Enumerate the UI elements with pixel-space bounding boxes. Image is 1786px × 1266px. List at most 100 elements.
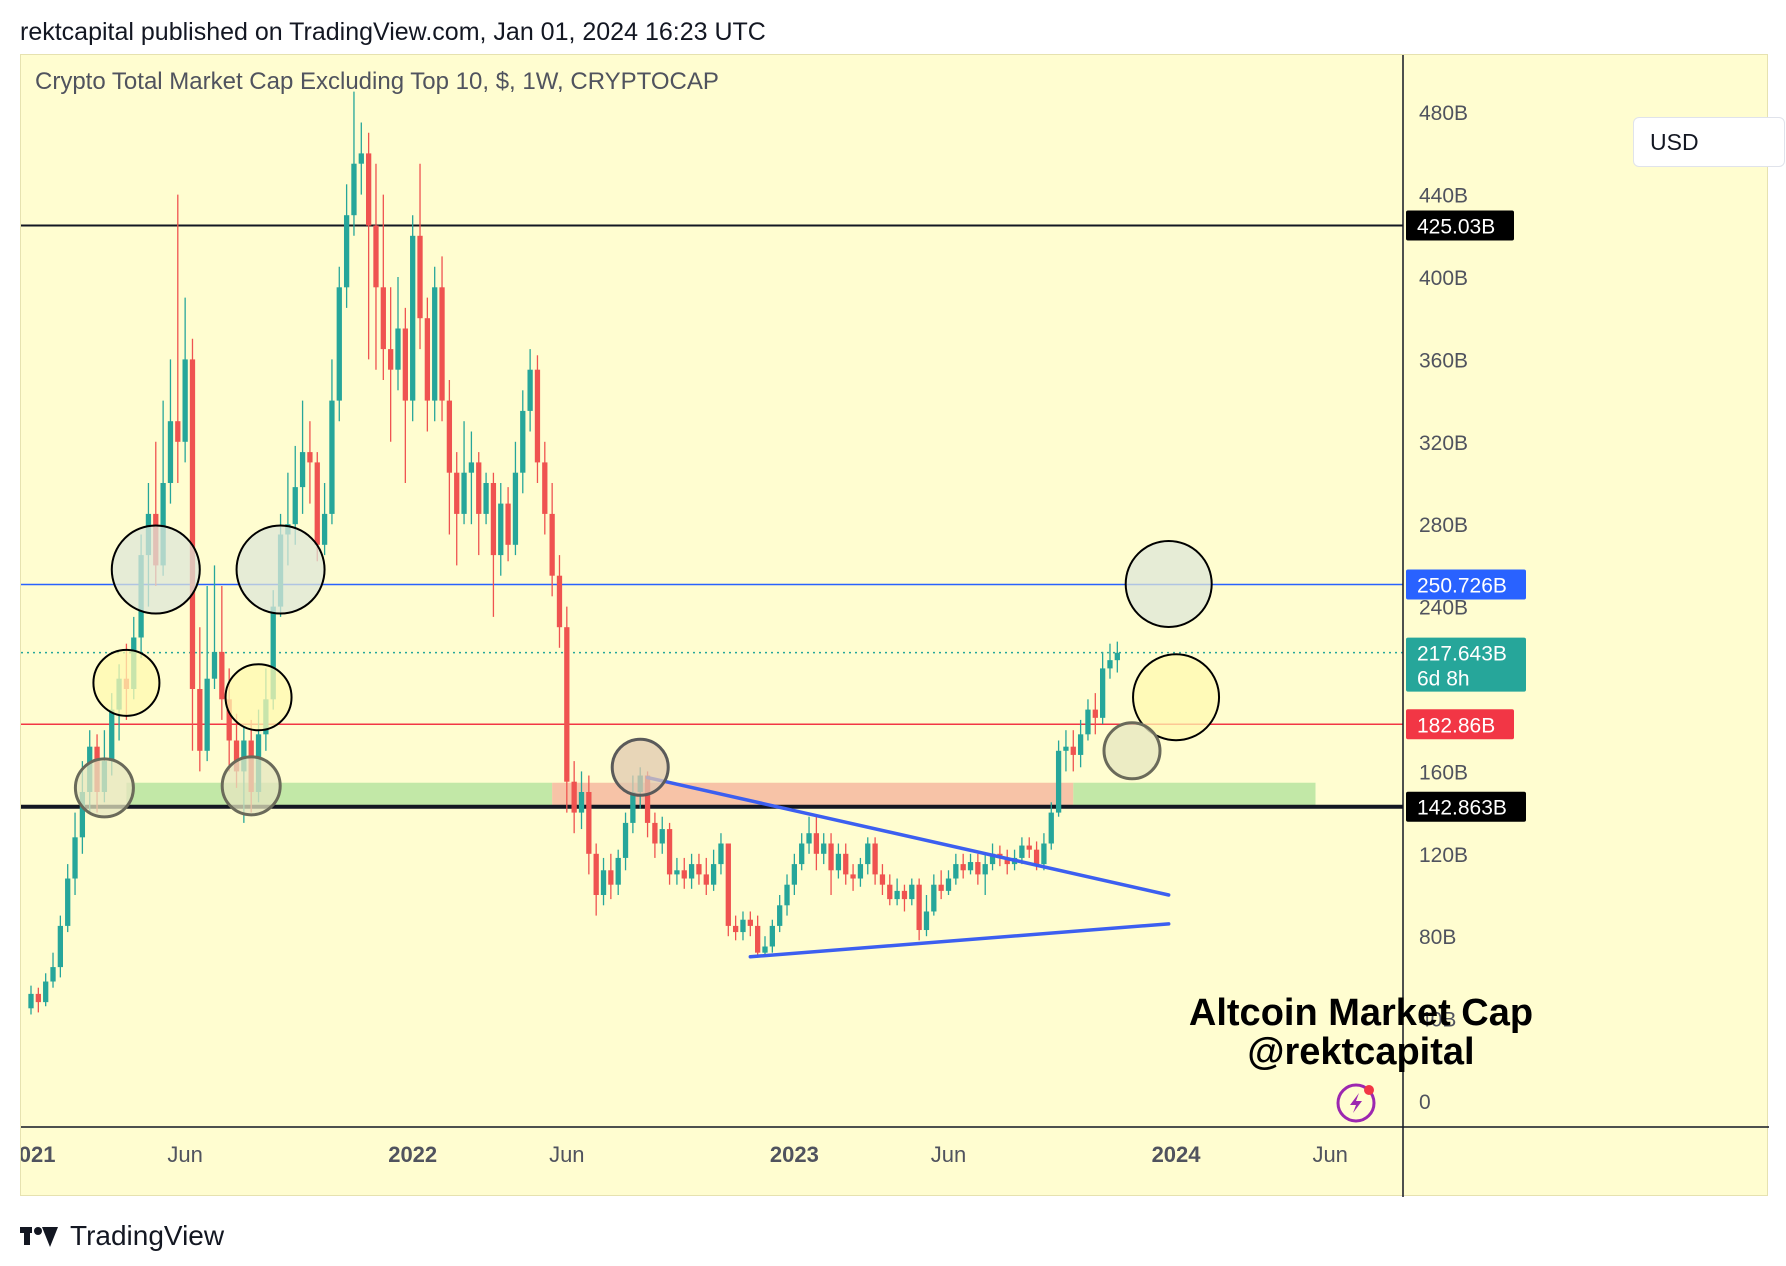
candle-body[interactable] [1077, 734, 1084, 755]
highlight-circle-6[interactable] [610, 737, 670, 797]
candle-body[interactable] [1041, 843, 1047, 865]
candle-body[interactable] [953, 864, 959, 879]
candle-body[interactable] [72, 837, 78, 879]
candle-body[interactable] [945, 878, 952, 891]
candle-body[interactable] [1070, 746, 1076, 755]
candle-body[interactable] [314, 462, 320, 545]
candle-body[interactable] [1107, 660, 1113, 669]
candle-body[interactable] [432, 287, 438, 401]
candle-body[interactable] [835, 853, 842, 871]
candle-body[interactable] [1092, 709, 1098, 718]
candle-body[interactable] [674, 870, 680, 875]
candle-body[interactable] [615, 857, 621, 885]
trendline-1[interactable] [748, 922, 1171, 959]
candle-body[interactable] [520, 410, 526, 473]
candle-body[interactable] [109, 709, 115, 762]
candle-body[interactable] [534, 369, 541, 463]
candle-body[interactable] [204, 678, 210, 751]
candle-body[interactable] [843, 853, 849, 875]
candle-body[interactable] [747, 919, 753, 926]
candlestick-chart[interactable]: 0 40B 80B 120B 160B 240B 280B 320B 360B 400B 440B 4… [21, 55, 1769, 1197]
candle-body[interactable] [931, 884, 937, 912]
candle-body[interactable] [1004, 857, 1010, 865]
trendline-0[interactable] [645, 775, 1171, 897]
candle-body[interactable] [402, 328, 408, 401]
highlight-circle-7[interactable] [1124, 539, 1213, 628]
candle-body[interactable] [351, 163, 357, 216]
candle-body[interactable] [901, 890, 908, 900]
candle-body[interactable] [865, 843, 871, 865]
candle-body[interactable] [938, 884, 944, 891]
candle-body[interactable] [182, 359, 188, 442]
candle-body[interactable] [725, 843, 731, 926]
candle-body[interactable] [857, 864, 864, 879]
candle-body[interactable] [65, 878, 71, 926]
candle-body[interactable] [1063, 746, 1069, 751]
candle-body[interactable] [1114, 652, 1120, 661]
candle-body[interactable] [476, 462, 482, 514]
candle-body[interactable] [586, 792, 592, 854]
candle-body[interactable] [777, 905, 783, 926]
candle-body[interactable] [549, 513, 555, 576]
highlight-circle-1[interactable] [235, 524, 326, 615]
candle-body[interactable] [233, 740, 240, 772]
candle-body[interactable] [321, 513, 328, 545]
candle-body[interactable] [373, 225, 379, 288]
candle-body[interactable] [380, 287, 386, 350]
candle-body[interactable] [703, 874, 709, 885]
candle-body[interactable] [710, 864, 717, 885]
candle-body[interactable] [446, 400, 453, 473]
highlight-circle-8[interactable] [1132, 653, 1221, 742]
candle-body[interactable] [167, 421, 174, 483]
candle-body[interactable] [564, 627, 570, 782]
candle-body[interactable] [813, 833, 820, 854]
candle-body[interactable] [490, 483, 497, 556]
candle-body[interactable] [79, 792, 86, 838]
candle-body[interactable] [982, 864, 988, 875]
candle-body[interactable] [1026, 845, 1032, 850]
candle-body[interactable] [821, 843, 827, 854]
candle-body[interactable] [468, 462, 475, 473]
candle-body[interactable] [556, 575, 563, 628]
candle-body[interactable] [329, 400, 335, 514]
candle-body[interactable] [622, 822, 629, 858]
candle-body[interactable] [850, 874, 856, 879]
candle-body[interactable] [630, 792, 636, 823]
candle-body[interactable] [666, 829, 673, 875]
candle-body[interactable] [358, 153, 364, 164]
candle-body[interactable] [498, 503, 504, 556]
candle-body[interactable] [1085, 709, 1091, 735]
candle-body[interactable] [975, 862, 981, 875]
candle-body[interactable] [571, 781, 577, 813]
candle-body[interactable] [439, 287, 445, 401]
candle-body[interactable] [732, 925, 739, 933]
candle-body[interactable] [35, 993, 41, 1003]
candle-body[interactable] [175, 421, 181, 442]
candle-body[interactable] [1019, 845, 1025, 858]
candle-body[interactable] [608, 870, 614, 885]
candle-body[interactable] [791, 864, 798, 885]
candle-body[interactable] [578, 792, 585, 813]
candle-body[interactable] [461, 472, 467, 514]
candle-body[interactable] [160, 483, 166, 566]
candle-body[interactable] [424, 318, 431, 401]
candle-body[interactable] [454, 472, 460, 514]
highlight-circle-5[interactable] [220, 755, 282, 817]
candle-body[interactable] [887, 884, 893, 900]
currency-button[interactable]: USD [1633, 117, 1785, 167]
candle-body[interactable] [292, 487, 298, 525]
highlight-circle-9[interactable] [1102, 721, 1162, 781]
candle-body[interactable] [960, 864, 966, 871]
candle-body[interactable] [755, 925, 761, 953]
candle-body[interactable] [828, 843, 834, 871]
candle-body[interactable] [512, 472, 519, 545]
candle-body[interactable] [894, 890, 900, 900]
candle-body[interactable] [219, 651, 225, 700]
candle-body[interactable] [923, 911, 930, 931]
candle-body[interactable] [28, 993, 34, 1009]
highlight-circle-0[interactable] [110, 524, 201, 615]
candle-body[interactable] [307, 452, 313, 463]
candle-body[interactable] [1048, 812, 1054, 844]
candle-body[interactable] [799, 843, 805, 865]
candle-body[interactable] [410, 235, 416, 401]
